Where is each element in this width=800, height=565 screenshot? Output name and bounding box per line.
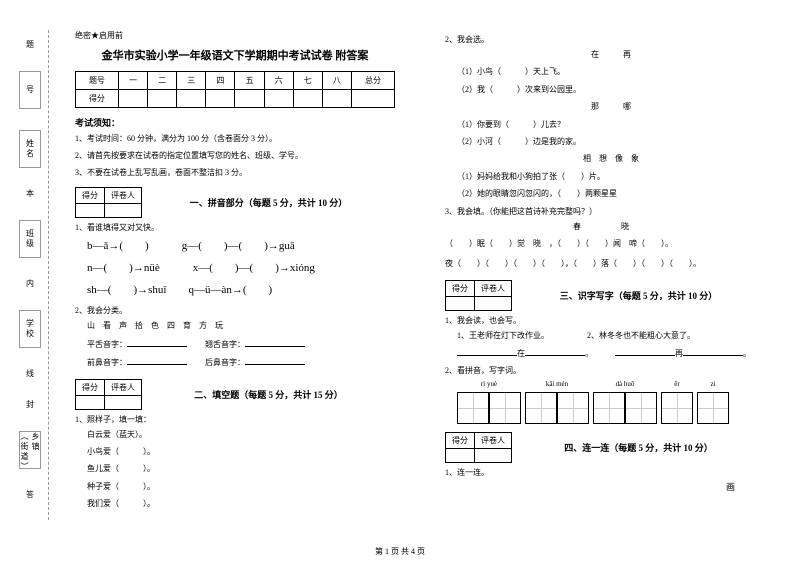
fill-item: （2）我（ ）次来到公园里。 bbox=[445, 83, 765, 97]
char-grid: rì yuè kāi mén dà huǒ ěr zi bbox=[445, 380, 765, 424]
grader-table: 得分评卷人 bbox=[445, 280, 512, 311]
secret-label: 绝密★启用前 bbox=[75, 30, 395, 41]
sidebar-label: 班级 bbox=[19, 220, 41, 258]
fill-item: （1）小鸟（ ）天上飞。 bbox=[445, 65, 765, 79]
pinyin-row: b—ǎ→( ) g—( )—( )→guā bbox=[75, 235, 395, 257]
section-title: 四、连一连（每题 5 分，共计 10 分） bbox=[512, 441, 765, 454]
question-number: 2、我会选。 bbox=[445, 34, 765, 45]
question-number: 1、看谁填得又对又快。 bbox=[75, 222, 395, 233]
poem-line: （ ）眠（ ）觉 晓 ，（ ）（ ）闻 啼（ ）。 bbox=[445, 237, 765, 251]
fill-item: 种子爱（ ）。 bbox=[75, 480, 395, 494]
char-box[interactable] bbox=[457, 392, 489, 424]
fill-blank: 平舌音字： 翘舌音字： bbox=[75, 337, 395, 352]
exam-title: 金华市实验小学一年级语文下学期期中考试试卷 附答案 bbox=[75, 47, 395, 63]
sidebar-mark: 封 bbox=[25, 400, 36, 410]
fill-item: （2）小河（ ）边是我的家。 bbox=[445, 135, 765, 149]
section-title: 三、识字写字（每题 5 分，共计 10 分） bbox=[512, 289, 765, 302]
section-2-header: 得分评卷人 二、填空题（每题 5 分，共计 15 分） bbox=[75, 379, 395, 410]
question-number: 1、我会读，也会写。 bbox=[445, 315, 765, 326]
word-pair: 相 想 像 象 bbox=[445, 152, 765, 166]
notice-title: 考试须知： bbox=[75, 116, 395, 129]
sidebar-mark: 答 bbox=[25, 490, 36, 500]
right-column: 2、我会选。 在 再 （1）小鸟（ ）天上飞。 （2）我（ ）次来到公园里。 那… bbox=[420, 30, 780, 550]
char-col: ěr bbox=[661, 380, 693, 424]
question-number: 2、看拼音，写字词。 bbox=[445, 365, 765, 376]
section-title: 二、填空题（每题 5 分，共计 15 分） bbox=[142, 388, 395, 401]
sidebar-label: 学校 bbox=[19, 310, 41, 348]
char-box[interactable] bbox=[661, 392, 693, 424]
poem-title: 春 晓 bbox=[445, 220, 765, 234]
sidebar-label: 姓名 bbox=[19, 130, 41, 168]
grader-table: 得分评卷人 bbox=[75, 379, 142, 410]
sidebar-mark: 本 bbox=[25, 189, 36, 199]
table-row: 题号 一 二 三 四 五 六 七 八 总分 bbox=[76, 72, 395, 90]
sidebar-mark: 题 bbox=[25, 40, 36, 50]
grader-table: 得分评卷人 bbox=[445, 432, 512, 463]
fill-blank: 在。 再。 bbox=[445, 346, 765, 361]
word-pair: 在 再 bbox=[445, 48, 765, 62]
fill-item: 我们爱（ ）。 bbox=[75, 497, 395, 511]
fill-item: （1）妈妈给我和小狗拍了张（ ）片。 bbox=[445, 170, 765, 184]
sidebar-mark: 线 bbox=[25, 369, 36, 379]
table-row: 得分 bbox=[76, 90, 395, 108]
question-number: 1、照样子，填一填： bbox=[75, 414, 395, 425]
sidebar-label: 号 bbox=[19, 71, 41, 109]
word-pair: 那 哪 bbox=[445, 100, 765, 114]
connect-label: 画 bbox=[445, 480, 765, 493]
page-footer: 第 1 页 共 4 页 bbox=[0, 546, 800, 557]
notice-item: 2、请首先按要求在试卷的指定位置填写您的姓名、班级、学号。 bbox=[75, 150, 395, 163]
fill-blank: 前鼻音字： 后鼻音字： bbox=[75, 355, 395, 370]
char-col: zi bbox=[697, 380, 729, 424]
question-number: 3、我会填。（你能把这首诗补充完整吗？） bbox=[445, 206, 765, 217]
question-number: 1、连一连。 bbox=[445, 467, 765, 478]
exam-page: 绝密★启用前 金华市实验小学一年级语文下学期期中考试试卷 附答案 题号 一 二 … bbox=[0, 0, 800, 565]
fill-item: 小鸟爱（ ）。 bbox=[75, 445, 395, 459]
section-4-header: 得分评卷人 四、连一连（每题 5 分，共计 10 分） bbox=[445, 432, 765, 463]
poem-line: 夜（ ）（ ）（ ）（ ），（ ）落（ ）（ ）（ ）。 bbox=[445, 257, 765, 271]
pinyin-row: sh—( )→shuǐ q—ü—àn→( ) bbox=[75, 279, 395, 301]
fold-line bbox=[48, 30, 49, 520]
section-title: 一、拼音部分（每题 5 分，共计 10 分） bbox=[142, 196, 395, 209]
pinyin-row: n—( )→nüè x—( )—( )→xióng bbox=[75, 257, 395, 279]
question-number: 2、我会分类。 bbox=[75, 305, 395, 316]
sidebar-mark: 内 bbox=[25, 279, 36, 289]
notice-item: 1、考试时间：60 分钟，满分为 100 分（含卷面分 3 分）。 bbox=[75, 133, 395, 146]
question-row: 1、王老师在灯下改作业。 2、林冬冬也不能粗心大意了。 bbox=[445, 329, 765, 343]
char-box[interactable] bbox=[489, 392, 521, 424]
section-1-header: 得分评卷人 一、拼音部分（每题 5 分，共计 10 分） bbox=[75, 187, 395, 218]
fill-item: （2）她的眼睛忽闪忽闪的，（ ）两颗星星 bbox=[445, 187, 765, 201]
fill-item: 鱼儿爱（ ）。 bbox=[75, 462, 395, 476]
char-box[interactable] bbox=[625, 392, 657, 424]
notice-item: 3、不要在试卷上乱写乱画，卷面不整洁扣 3 分。 bbox=[75, 167, 395, 180]
char-box[interactable] bbox=[593, 392, 625, 424]
grader-table: 得分评卷人 bbox=[75, 187, 142, 218]
char-col: rì yuè bbox=[457, 380, 521, 424]
section-3-header: 得分评卷人 三、识字写字（每题 5 分，共计 10 分） bbox=[445, 280, 765, 311]
example-text: 白云爱（蓝天）。 bbox=[75, 428, 395, 442]
score-table: 题号 一 二 三 四 五 六 七 八 总分 得分 bbox=[75, 71, 395, 108]
char-box[interactable] bbox=[557, 392, 589, 424]
char-col: kāi mén bbox=[525, 380, 589, 424]
char-box[interactable] bbox=[525, 392, 557, 424]
char-col: dà huǒ bbox=[593, 380, 657, 424]
fill-item: （1）你要到（ ）儿去？ bbox=[445, 118, 765, 132]
sidebar-label: 乡镇（街道） bbox=[19, 431, 41, 469]
left-column: 绝密★启用前 金华市实验小学一年级语文下学期期中考试试卷 附答案 题号 一 二 … bbox=[60, 30, 420, 550]
char-box[interactable] bbox=[697, 392, 729, 424]
binding-sidebar: 题 号 姓名 本 班级 内 学校 线 封 乡镇（街道） 答 bbox=[10, 30, 50, 510]
question-text: 山 看 声 拾 色 四 育 方 玩 bbox=[75, 319, 395, 333]
